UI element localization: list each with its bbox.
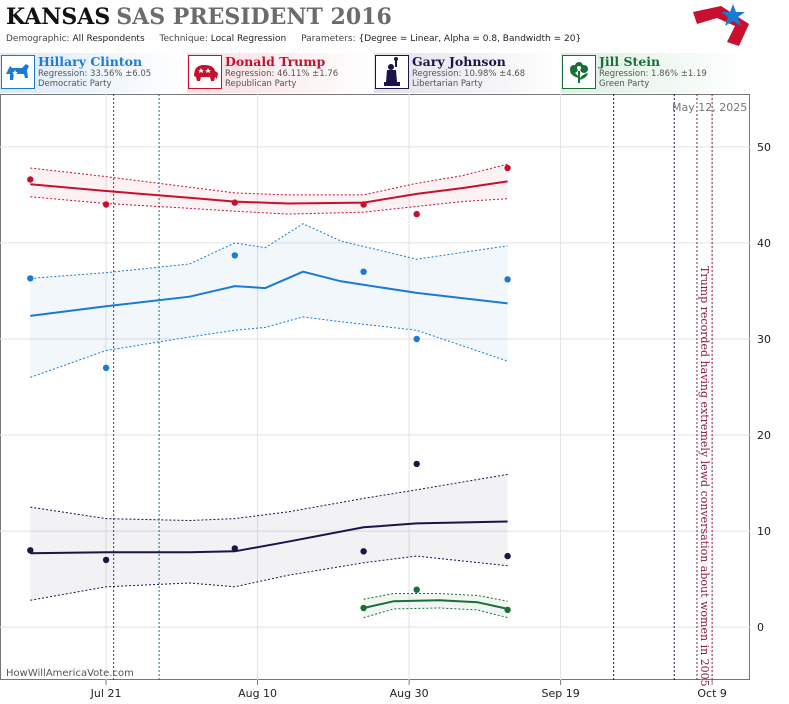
date-stamp: May 12, 2025 [672, 101, 748, 114]
hillary-clinton-poll-point [102, 364, 110, 371]
y-tick-label: 0 [757, 621, 764, 634]
gary-johnson-poll-point [231, 545, 238, 552]
candidate-card-stein: Jill Stein Regression: 1.86% ±1.19 Green… [561, 53, 746, 93]
donald-trump-poll-point [504, 164, 511, 172]
x-tick-label: Aug 30 [390, 687, 429, 700]
hillary-clinton-poll-point [27, 275, 34, 282]
donald-trump-poll-point [360, 201, 367, 208]
demographic-label: Demographic: [6, 34, 70, 44]
jill-stein-fit-line [363, 599, 508, 610]
hillary-clinton-lower-bound [30, 316, 508, 378]
y-tick-label: 40 [757, 237, 771, 250]
candidate-card-trump: Donald Trump Regression: 46.11% ±1.76 Re… [187, 53, 372, 93]
gary-johnson-poll-point [27, 547, 34, 554]
gary-johnson-poll-point [360, 548, 367, 555]
hillary-clinton-fit-line [30, 270, 508, 317]
donald-trump-fit-line [30, 180, 508, 205]
donald-trump-upper-bound [30, 163, 508, 196]
x-tick-label: Aug 10 [238, 687, 277, 700]
jill-stein-upper-bound [363, 593, 508, 602]
candidate-regression: Regression: 46.11% ±1.76 [225, 69, 339, 79]
donkey-icon [1, 55, 35, 89]
gary-johnson-upper-bound [30, 473, 508, 522]
parameters-value: {Degree = Linear, Alpha = 0.8, Bandwidth… [358, 34, 582, 44]
candidate-card-clinton: Hillary Clinton Regression: 33.56% ±6.05… [0, 53, 185, 93]
gary-johnson-poll-point [504, 552, 511, 560]
gary-johnson-fit-line [30, 520, 508, 555]
donald-trump-poll-point [102, 201, 110, 208]
x-tick-label: Sep 19 [541, 687, 579, 700]
hillary-clinton-poll-point [413, 335, 420, 343]
x-axis: Jul 21 Aug 10 Aug 30 Sep 19 Oct 9 [90, 680, 727, 700]
technique-label: Technique: [159, 34, 208, 44]
candidate-regression: Regression: 33.56% ±6.05 [38, 69, 152, 79]
site-logo-icon [693, 4, 749, 46]
state-title: KANSAS [6, 4, 111, 30]
annotations: Trump recorded having extremely lewd con… [698, 266, 711, 687]
poll-chart: 0 10 20 30 40 50 Jul 21 Aug 10 Aug 30 Sep 19 Oct … [0, 94, 771, 700]
parameters-line: Demographic: All Respondents Technique: … [6, 34, 593, 44]
grid-lines [0, 94, 750, 680]
donald-trump-poll-point [27, 176, 34, 183]
candidate-party: Democratic Party [38, 79, 112, 89]
plot-frame [0, 94, 750, 680]
technique-value: Local Regression [210, 34, 287, 44]
donald-trump-poll-point [231, 199, 238, 206]
y-tick-label: 50 [757, 141, 771, 154]
candidate-name: Jill Stein [599, 54, 661, 69]
flower-icon [562, 55, 596, 89]
gary-johnson-poll-point [102, 556, 110, 564]
poll-points [27, 164, 511, 614]
hillary-clinton-band [30, 223, 508, 378]
fit-lines [30, 180, 508, 610]
y-tick-label: 30 [757, 333, 771, 346]
hillary-clinton-poll-point [231, 252, 238, 259]
confidence-bands [30, 163, 508, 619]
candidate-regression: Regression: 10.98% ±4.68 [412, 69, 526, 79]
event-annotation: Trump recorded having extremely lewd con… [698, 266, 711, 687]
donald-trump-lower-bound [30, 196, 508, 215]
parameters-label: Parameters: [301, 34, 356, 44]
jill-stein-lower-bound [363, 607, 508, 619]
candidate-name: Donald Trump [225, 54, 326, 69]
gary-johnson-band [30, 474, 508, 601]
race-title: SAS PRESIDENT 2016 [116, 4, 392, 30]
chart-title: KANSAS SAS PRESIDENT 2016 [6, 4, 392, 32]
candidate-name: Gary Johnson [412, 54, 506, 69]
jill-stein-poll-point [504, 606, 511, 614]
jill-stein-poll-point [413, 586, 420, 593]
y-tick-label: 10 [757, 525, 771, 538]
hillary-clinton-upper-bound [30, 223, 508, 279]
hillary-clinton-poll-point [360, 268, 367, 275]
hillary-clinton-poll-point [504, 276, 511, 283]
donald-trump-poll-point [413, 210, 420, 218]
donald-trump-band [30, 164, 508, 215]
reference-lines [113, 94, 713, 680]
demographic-value: All Respondents [72, 34, 145, 44]
elephant-icon [188, 55, 222, 89]
gary-johnson-lower-bound [30, 555, 508, 601]
candidate-card-johnson: Gary Johnson Regression: 10.98% ±4.68 Li… [374, 53, 559, 93]
candidate-legend: Hillary Clinton Regression: 33.56% ±6.05… [0, 53, 750, 93]
y-tick-label: 20 [757, 429, 771, 442]
candidate-name: Hillary Clinton [38, 54, 143, 69]
jill-stein-poll-point [360, 604, 367, 612]
y-axis: 0 10 20 30 40 50 [757, 141, 771, 634]
x-tick-label: Oct 9 [697, 687, 727, 700]
candidate-party: Libertarian Party [412, 79, 483, 89]
candidate-regression: Regression: 1.86% ±1.19 [599, 69, 707, 79]
candidate-party: Green Party [599, 79, 650, 89]
jill-stein-band [363, 593, 508, 618]
gary-johnson-poll-point [413, 460, 420, 468]
watermark: HowWillAmericaVote.com [6, 668, 134, 679]
candidate-party: Republican Party [225, 79, 297, 89]
x-tick-label: Jul 21 [90, 687, 122, 700]
statue-of-liberty-icon [375, 55, 409, 89]
